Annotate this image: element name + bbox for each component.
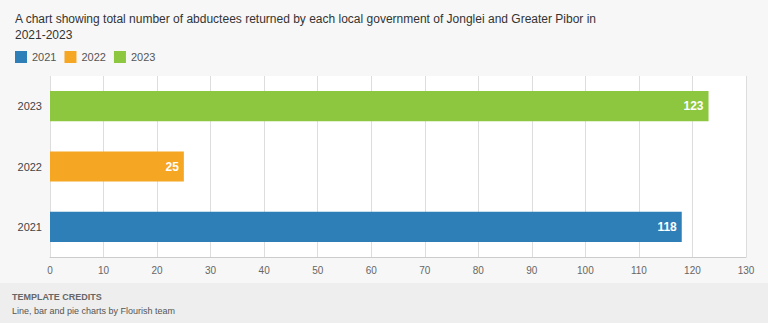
svg-text:118: 118 — [657, 220, 677, 234]
svg-text:2022: 2022 — [18, 161, 42, 173]
svg-text:110: 110 — [631, 265, 647, 276]
svg-text:60: 60 — [366, 265, 378, 276]
svg-text:30: 30 — [205, 265, 217, 276]
svg-text:25: 25 — [165, 160, 179, 174]
svg-text:2021: 2021 — [18, 221, 42, 233]
svg-text:A chart showing total number o: A chart showing total number of abductee… — [15, 12, 596, 26]
svg-text:130: 130 — [738, 265, 755, 276]
svg-text:120: 120 — [684, 265, 701, 276]
svg-text:Line, bar and pie charts by Fl: Line, bar and pie charts by Flourish tea… — [12, 306, 175, 316]
svg-text:80: 80 — [473, 265, 485, 276]
svg-text:40: 40 — [259, 265, 271, 276]
svg-text:70: 70 — [419, 265, 431, 276]
svg-text:2021-2023: 2021-2023 — [15, 28, 73, 42]
svg-text:TEMPLATE CREDITS: TEMPLATE CREDITS — [12, 292, 102, 302]
svg-text:50: 50 — [312, 265, 324, 276]
svg-text:2021: 2021 — [32, 51, 56, 63]
svg-text:90: 90 — [526, 265, 538, 276]
svg-text:0: 0 — [47, 265, 53, 276]
svg-text:123: 123 — [683, 99, 703, 113]
svg-text:2023: 2023 — [18, 100, 42, 112]
svg-text:2022: 2022 — [81, 51, 105, 63]
svg-text:100: 100 — [577, 265, 594, 276]
svg-text:20: 20 — [152, 265, 164, 276]
svg-text:2023: 2023 — [131, 51, 155, 63]
svg-text:10: 10 — [98, 265, 110, 276]
